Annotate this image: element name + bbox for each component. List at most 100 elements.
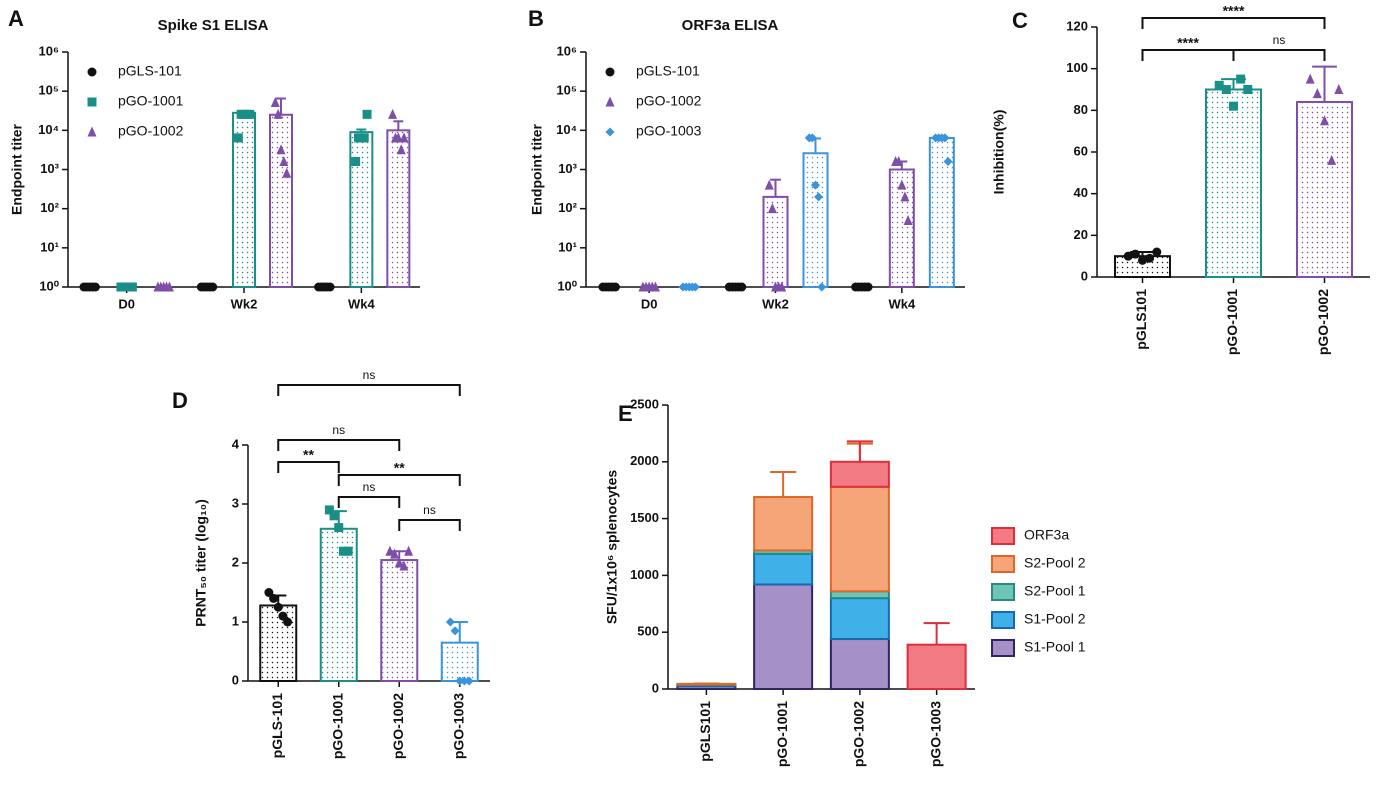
- x-tick-label: Wk2: [231, 296, 258, 311]
- significance-bracket: [398, 519, 461, 531]
- significance-bracket: [277, 461, 340, 473]
- y-tick-label: 120: [1066, 18, 1088, 33]
- point: [390, 548, 400, 559]
- significance-bracket: [277, 439, 401, 451]
- point: [362, 109, 372, 119]
- y-tick-label: 20: [1074, 227, 1088, 242]
- legend-label: S1-Pool 1: [1024, 639, 1086, 655]
- legend-label: S2-Pool 2: [1024, 555, 1086, 571]
- y-tick-label: 10⁴: [38, 122, 59, 137]
- significance-label: ns: [363, 480, 376, 494]
- point: [1214, 80, 1224, 90]
- y-tick-label: 100: [1066, 60, 1088, 75]
- point: [1138, 255, 1147, 265]
- bar-segment: [906, 643, 967, 690]
- bar-segment: [753, 496, 814, 552]
- point: [325, 282, 335, 292]
- point: [87, 67, 97, 77]
- point: [283, 617, 293, 627]
- y-tick-label: 0: [1081, 268, 1088, 283]
- point: [396, 144, 406, 155]
- y-axis-label: Endpoint titer: [529, 123, 545, 215]
- point: [817, 282, 827, 292]
- legend-label: ORF3a: [1024, 527, 1069, 543]
- point: [388, 108, 398, 119]
- bar: [440, 641, 479, 683]
- legend-label: S2-Pool 1: [1024, 583, 1086, 599]
- x-tick-label: pGO-1003: [927, 701, 943, 767]
- y-axis-label: Endpoint titer: [9, 123, 25, 215]
- significance-label: **: [303, 447, 314, 463]
- significance-label: ns: [1273, 33, 1286, 47]
- point: [279, 156, 289, 167]
- point: [164, 281, 174, 292]
- point: [245, 109, 255, 119]
- significance-label: ns: [363, 368, 376, 382]
- point: [445, 617, 455, 627]
- point: [276, 144, 286, 155]
- bar: [259, 604, 298, 682]
- bar-segment: [829, 460, 890, 488]
- point: [814, 192, 824, 202]
- x-tick-label: D0: [118, 296, 135, 311]
- point: [208, 282, 218, 292]
- legend-swatch: [991, 527, 1015, 545]
- x-tick-label: pGO-1001: [329, 693, 345, 759]
- legend-label: pGLS-101: [118, 63, 182, 79]
- point: [1145, 253, 1155, 263]
- y-tick-label: 10³: [558, 161, 577, 176]
- point: [270, 97, 280, 108]
- point: [90, 282, 100, 292]
- bar: [1296, 101, 1353, 278]
- y-tick-label: 10⁵: [38, 83, 59, 98]
- legend-swatch: [991, 583, 1015, 601]
- significance-label: ****: [1223, 3, 1245, 19]
- x-tick-label: pGLS101: [1133, 289, 1149, 350]
- bar: [380, 559, 419, 682]
- point: [650, 281, 660, 292]
- y-tick-label: 0: [652, 680, 659, 695]
- x-tick-label: pGO-1001: [1224, 289, 1240, 355]
- legend-label: pGO-1001: [118, 93, 184, 109]
- x-tick-label: pGLS101: [697, 701, 713, 762]
- point: [282, 167, 292, 178]
- y-tick-label: 10¹: [558, 239, 577, 254]
- legend-swatch: [991, 639, 1015, 657]
- point: [943, 157, 953, 167]
- point: [1305, 73, 1315, 84]
- y-tick-label: 4: [232, 436, 240, 451]
- significance-bracket: [1141, 49, 1235, 61]
- point: [1312, 88, 1322, 99]
- point: [338, 546, 348, 556]
- bar: [349, 131, 374, 288]
- point: [233, 133, 243, 143]
- y-axis-label: Inhibition(%): [991, 110, 1007, 195]
- significance-label: ns: [332, 423, 345, 437]
- point: [334, 523, 344, 533]
- point: [324, 505, 334, 515]
- point: [455, 676, 465, 686]
- point: [690, 282, 700, 292]
- significance-label: ****: [1177, 35, 1199, 51]
- point: [450, 626, 460, 636]
- point: [940, 133, 950, 143]
- point: [359, 133, 369, 143]
- bar-segment: [829, 597, 890, 641]
- x-tick-label: pGO-1003: [450, 693, 466, 759]
- legend-label: pGO-1003: [636, 123, 702, 139]
- point: [459, 676, 469, 686]
- point: [1236, 74, 1246, 84]
- y-tick-label: 10¹: [40, 239, 59, 254]
- y-tick-label: 2: [232, 554, 239, 569]
- y-axis-label: SFU/1x10⁶ splenocytes: [604, 470, 620, 625]
- point: [811, 180, 820, 190]
- y-tick-label: 3: [232, 495, 239, 510]
- chart-title: Spike S1 ELISA: [158, 17, 269, 34]
- point: [1221, 85, 1231, 94]
- point: [777, 281, 787, 292]
- legend-label: pGLS-101: [636, 63, 700, 79]
- point: [605, 127, 615, 137]
- point: [269, 593, 279, 603]
- bar: [269, 113, 293, 289]
